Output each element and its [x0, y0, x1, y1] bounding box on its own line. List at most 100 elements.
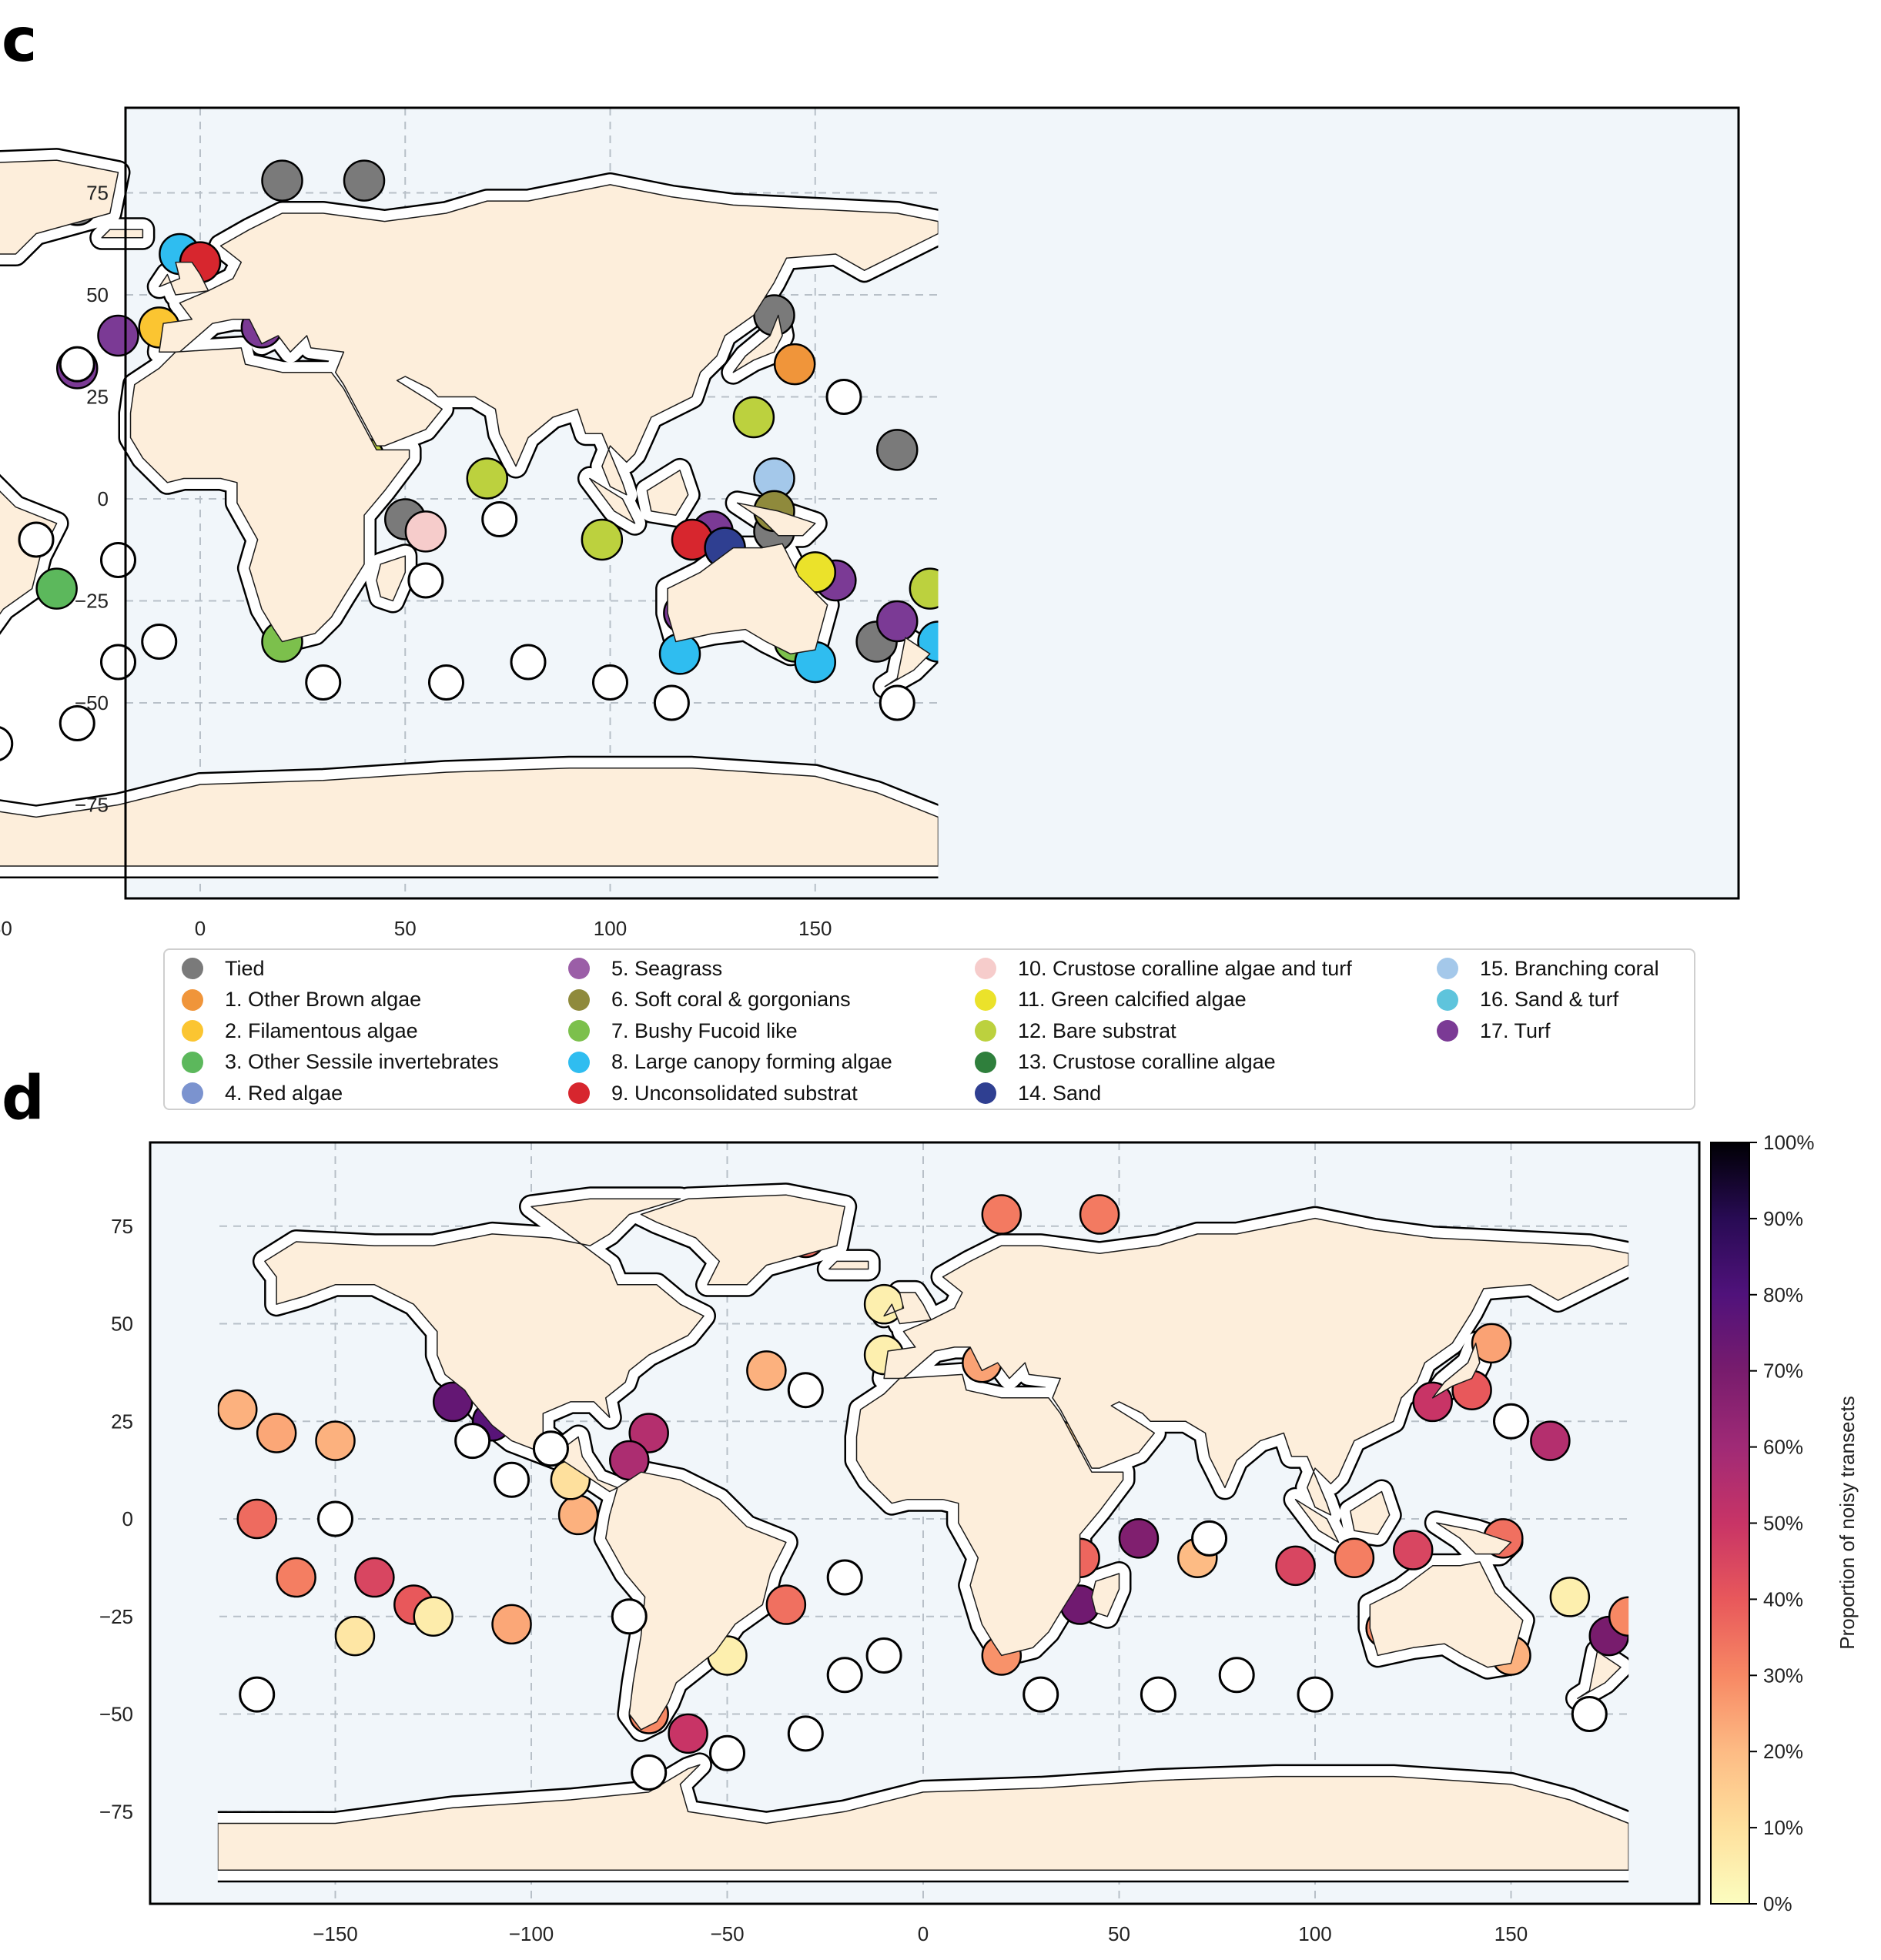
legend-label: 16. Sand & turf [1480, 988, 1619, 1011]
colorbar-tick-label: 10% [1763, 1816, 1803, 1839]
panel-letter-d: d [2, 1064, 45, 1133]
land-mass [732, 314, 783, 373]
x-tick-label: 0 [195, 917, 206, 940]
island-buffer [239, 1676, 276, 1713]
ecoregion-patch [1530, 1420, 1571, 1461]
island-buffer [481, 501, 518, 537]
island-buffer [59, 346, 95, 383]
ecoregion-patch [261, 159, 303, 202]
land-mass [101, 229, 144, 239]
legend-item: 14. Sand [975, 1078, 1101, 1109]
legend-marker [1437, 958, 1458, 979]
colorbar-tick-label: 40% [1763, 1587, 1803, 1610]
legend-label: 4. Red algae [225, 1081, 343, 1105]
island-buffer [592, 664, 628, 701]
island-buffer [100, 542, 136, 578]
land-mass [828, 1260, 869, 1270]
y-tick-label: 0 [98, 487, 109, 510]
island-buffer [631, 1754, 668, 1791]
land-mass [0, 159, 119, 255]
ecoregion-patch [1275, 1545, 1316, 1587]
ecoregion-patch [276, 1557, 316, 1598]
legend-item: 6. Soft coral & gorgonians [568, 985, 851, 1015]
land-mass [217, 1764, 1629, 1871]
island-buffer [59, 705, 95, 741]
land-mass [589, 477, 636, 524]
island-buffer [100, 644, 136, 681]
island-buffer [826, 1559, 863, 1596]
ecoregion-patch [343, 159, 386, 202]
island-buffer [305, 664, 342, 701]
legend-item: 3. Other Sessile invertebrates [182, 1047, 499, 1078]
island-buffer [787, 1715, 824, 1752]
island-buffer [1571, 1696, 1608, 1732]
y-tick-label: 50 [86, 283, 109, 306]
legend-label: 9. Unconsolidated substrat [611, 1081, 858, 1105]
legend-label: 14. Sand [1018, 1081, 1102, 1105]
ecoregion-patch [315, 1420, 356, 1461]
legend-marker [568, 988, 590, 1011]
colorbar-tick-label: 100% [1763, 1131, 1815, 1154]
legend-label: 17. Turf [1480, 1018, 1551, 1042]
x-tick-label: 0 [918, 1922, 929, 1945]
land-mass [1294, 1498, 1340, 1544]
colorbar-tick-label: 0% [1763, 1892, 1792, 1915]
legend-marker [1437, 1020, 1458, 1042]
island-buffer [317, 1500, 353, 1537]
legend-label: 15. Branching coral [1480, 956, 1659, 980]
colorbar-tick-label: 50% [1763, 1512, 1803, 1535]
y-tick-label: −50 [75, 691, 109, 714]
island-buffer [18, 521, 55, 558]
land-mass [736, 502, 816, 537]
island-buffer [510, 644, 547, 681]
ecoregion-patch [628, 1413, 669, 1453]
island-buffer [532, 1430, 569, 1467]
land-mass [159, 184, 939, 496]
axes-frame [149, 1141, 1701, 1905]
land-mass [883, 1292, 932, 1325]
colorbar-tick-label: 70% [1763, 1360, 1803, 1383]
colorbar [1710, 1142, 1750, 1905]
island-buffer [865, 1637, 902, 1674]
colorbar-tick-label: 90% [1763, 1207, 1803, 1230]
x-tick-label: 150 [798, 917, 832, 940]
land-mass [883, 1217, 1629, 1516]
ecoregion-patch [1334, 1537, 1375, 1578]
x-tick-label: 100 [1298, 1922, 1331, 1945]
land-mass [646, 470, 689, 516]
y-tick-label: 25 [111, 1410, 133, 1433]
margin-mask [938, 108, 1739, 898]
ecoregion-patch [773, 343, 816, 386]
legend-marker [975, 988, 996, 1011]
island-buffer [407, 562, 444, 599]
ecoregion-patch [1393, 1530, 1434, 1570]
y-tick-label: −25 [75, 590, 109, 613]
ecoregion-patch [413, 1596, 454, 1637]
island-buffer [454, 1423, 491, 1460]
ecoregion-patch [1549, 1577, 1591, 1617]
x-tick-label: −150 [313, 1922, 358, 1945]
ecoregion-patch [981, 1194, 1023, 1235]
x-tick-label: −50 [710, 1922, 744, 1945]
island-buffer [709, 1734, 745, 1771]
legend-label: 8. Large canopy forming algae [611, 1050, 892, 1073]
land-mass [884, 637, 931, 687]
y-tick-label: 50 [111, 1313, 133, 1336]
legend-label: 13. Crustose coralline algae [1018, 1050, 1276, 1073]
y-tick-label: 25 [86, 386, 109, 409]
legend-label: 5. Seagrass [611, 956, 723, 980]
legend-item: 13. Crustose coralline algae [975, 1047, 1276, 1078]
island-buffer [879, 684, 915, 721]
legend-label: 11. Green calcified algae [1018, 988, 1247, 1011]
land-mass [376, 555, 407, 602]
legend-marker [975, 1020, 996, 1042]
legend-label: 3. Other Sessile invertebrates [225, 1050, 499, 1073]
land-mass [855, 1373, 1124, 1657]
ecoregion-patch [236, 1498, 277, 1540]
ecoregion-patch [668, 1713, 708, 1754]
colorbar-tick-label: 80% [1763, 1283, 1803, 1306]
colorbar-tick-label: 60% [1763, 1436, 1803, 1459]
y-tick-label: −75 [99, 1800, 133, 1823]
legend-marker [182, 1082, 203, 1104]
land-mass [1436, 1522, 1512, 1555]
